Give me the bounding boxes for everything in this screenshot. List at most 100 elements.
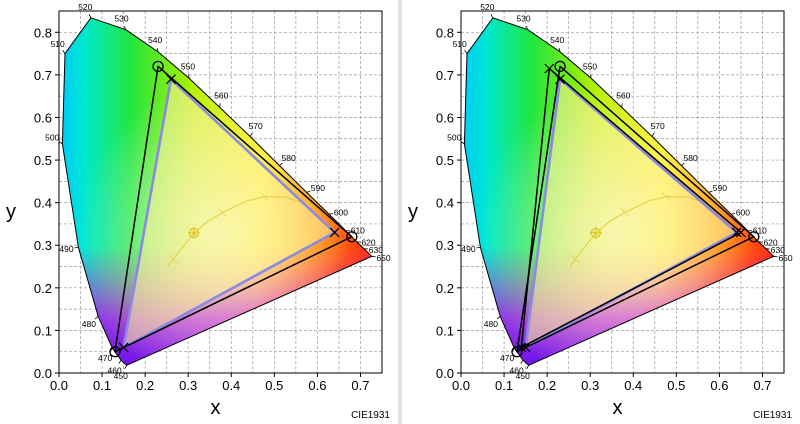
wavelength-label: 550 (181, 61, 195, 71)
wavelength-label: 460 (510, 365, 524, 375)
x-tick-label: 0.7 (351, 378, 369, 393)
y-axis-label: y (408, 201, 418, 223)
wavelength-label: 450 (114, 371, 128, 381)
wavelength-tick (708, 190, 713, 193)
cie-watermark: CIE1931 (351, 410, 390, 421)
wavelength-label: 600 (334, 208, 348, 218)
y-tick-label: 0.2 (436, 281, 454, 296)
primary-circle-marker (109, 346, 121, 358)
wavelength-tick (476, 246, 481, 249)
chart-left: 450 460 470 480 490 500 510 520 530 540 550 560 570 5… (0, 0, 398, 424)
x-tick-label: 0.5 (265, 378, 283, 393)
wavelength-label: 500 (45, 133, 59, 143)
wavelength-tick (520, 360, 524, 364)
y-tick-label: 0.4 (436, 196, 454, 211)
y-tick-label: 0.1 (34, 323, 52, 338)
wavelength-tick (525, 25, 529, 30)
wavelength-tick (118, 360, 122, 364)
y-tick-label: 0.3 (436, 238, 454, 253)
wavelength-label: 540 (148, 35, 162, 45)
y-tick-label: 0.8 (436, 25, 454, 40)
x-tick-label: 0.1 (495, 378, 513, 393)
x-tick-label: 0.6 (710, 378, 728, 393)
wavelength-tick (62, 50, 66, 54)
y-tick-label: 0.3 (34, 238, 52, 253)
y-tick-label: 0.7 (34, 68, 52, 83)
wavelength-label: 550 (583, 61, 597, 71)
wavelength-label: 450 (516, 371, 530, 381)
primary-circle-marker (748, 231, 760, 243)
wavelength-tick (681, 162, 685, 166)
y-tick-label: 0.2 (34, 281, 52, 296)
wavelength-label: 520 (78, 2, 92, 12)
isotherm-tick (708, 201, 718, 210)
y-tick-label: 0.0 (34, 366, 52, 381)
isotherm-tick (570, 255, 580, 264)
y-tick-label: 0.4 (34, 196, 52, 211)
wavelength-label: 480 (484, 319, 498, 329)
wavelength-tick (511, 348, 515, 352)
spectral-locus-outline (61, 17, 373, 366)
isotherm-tick (168, 255, 178, 264)
isotherm-tick (662, 192, 671, 201)
wavelength-label: 610 (351, 226, 365, 236)
gamut-triangle (520, 67, 742, 349)
wavelength-tick (219, 103, 221, 108)
spectral-locus-outline (463, 17, 775, 366)
panel-divider (398, 0, 402, 424)
x-tick-label: 0.0 (452, 378, 470, 393)
primary-x-marker (329, 227, 340, 238)
wavelength-tick (371, 255, 376, 258)
wavelength-label: 560 (616, 90, 630, 100)
planckian-locus (167, 196, 312, 267)
wavelength-tick (94, 316, 99, 320)
y-tick-label: 0.7 (436, 68, 454, 83)
primary-x-marker (166, 74, 176, 85)
isotherm-tick (260, 192, 269, 201)
wavelength-label: 480 (82, 319, 96, 329)
wavelength-tick (490, 14, 494, 18)
wavelength-label: 620 (361, 238, 375, 248)
cie-watermark: CIE1931 (753, 410, 792, 421)
wavelength-tick (109, 348, 113, 352)
primary-x-marker (736, 227, 746, 238)
planckian-locus (569, 196, 714, 267)
primary-circle-marker (152, 60, 164, 73)
wavelength-label: 580 (684, 153, 698, 163)
wavelength-label: 530 (516, 14, 530, 24)
y-tick-label: 0.5 (34, 153, 52, 168)
wavelength-label: 510 (453, 39, 467, 49)
gamut-triangle (516, 65, 755, 353)
wavelength-label: 510 (51, 39, 65, 49)
wavelength-label: 650 (778, 253, 792, 263)
x-tick-label: 0.1 (93, 378, 111, 393)
primary-circle-marker (554, 60, 566, 73)
wavelength-label: 630 (369, 245, 383, 255)
chart-right: 450 460 470 480 490 500 510 520 530 540 550 560 570 5… (402, 0, 800, 424)
wavelength-label: 650 (376, 253, 390, 263)
wavelength-tick (558, 47, 561, 52)
wavelength-label: 590 (713, 183, 727, 193)
wavelength-label: 490 (59, 244, 73, 254)
wavelength-label: 530 (114, 14, 128, 24)
gamut-triangle-fill (123, 79, 335, 348)
wavelength-label: 610 (753, 226, 767, 236)
wavelength-label: 570 (651, 121, 665, 131)
wavelength-label: 470 (98, 353, 112, 363)
y-tick-label: 0.8 (34, 25, 52, 40)
wavelength-label: 590 (311, 183, 325, 193)
wavelength-tick (123, 25, 127, 30)
y-tick-label: 0.6 (34, 110, 52, 125)
wavelength-label: 520 (480, 2, 494, 12)
x-tick-label: 0.4 (624, 378, 642, 393)
primary-circle-marker (511, 346, 523, 358)
x-tick-label: 0.2 (538, 378, 556, 393)
wavelength-label: 490 (461, 244, 475, 254)
y-tick-label: 0.6 (436, 110, 454, 125)
wavelength-label: 580 (282, 153, 296, 163)
wavelength-tick (58, 141, 63, 145)
x-tick-label: 0.5 (667, 378, 685, 393)
wavelength-label: 600 (736, 208, 750, 218)
x-tick-label: 0.2 (136, 378, 154, 393)
